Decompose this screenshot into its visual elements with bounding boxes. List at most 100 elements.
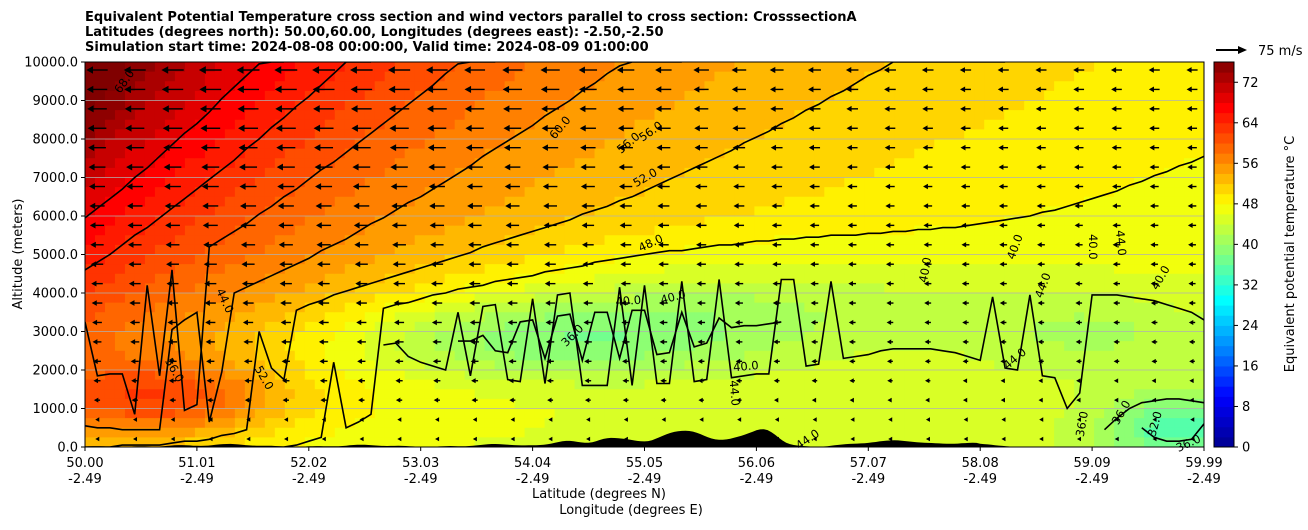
field-cell: [844, 226, 855, 236]
field-cell: [185, 274, 196, 284]
field-cell: [295, 418, 306, 428]
field-cell: [1004, 91, 1015, 101]
field-cell: [784, 149, 795, 159]
field-cell: [175, 274, 186, 284]
field-cell: [824, 158, 835, 168]
field-cell: [1094, 418, 1105, 428]
field-cell: [784, 370, 795, 380]
field-cell: [1164, 332, 1175, 342]
field-cell: [904, 197, 915, 207]
field-cell: [784, 264, 795, 274]
field-cell: [1014, 428, 1025, 438]
field-cell: [1104, 380, 1115, 390]
field-cell: [415, 139, 426, 149]
field-cell: [575, 110, 586, 120]
field-cell: [295, 360, 306, 370]
field-cell: [305, 149, 316, 159]
field-cell: [585, 110, 596, 120]
field-cell: [115, 206, 126, 216]
field-cell: [495, 360, 506, 370]
field-cell: [365, 303, 376, 313]
field-cell: [1164, 380, 1175, 390]
field-cell: [944, 110, 955, 120]
field-cell: [1054, 303, 1065, 313]
field-cell: [864, 139, 875, 149]
field-cell: [944, 158, 955, 168]
field-cell: [605, 168, 616, 178]
field-cell: [415, 62, 426, 72]
field-cell: [305, 235, 316, 245]
field-cell: [455, 235, 466, 245]
field-cell: [954, 245, 965, 255]
field-cell: [1124, 389, 1135, 399]
field-cell: [664, 322, 675, 332]
field-cell: [1174, 293, 1185, 303]
field-cell: [1134, 129, 1145, 139]
field-cell: [535, 245, 546, 255]
field-cell: [175, 91, 186, 101]
field-cell: [445, 380, 456, 390]
field-cell: [225, 206, 236, 216]
field-cell: [1104, 370, 1115, 380]
field-cell: [425, 72, 436, 82]
field-cell: [435, 129, 446, 139]
field-cell: [744, 101, 755, 111]
field-cell: [984, 91, 995, 101]
field-cell: [595, 129, 606, 139]
field-cell: [345, 312, 356, 322]
field-cell: [714, 101, 725, 111]
field-cell: [1154, 91, 1165, 101]
field-cell: [674, 206, 685, 216]
field-cell: [405, 360, 416, 370]
field-cell: [784, 389, 795, 399]
field-cell: [1194, 206, 1205, 216]
field-cell: [934, 351, 945, 361]
field-cell: [255, 255, 266, 265]
field-cell: [684, 399, 695, 409]
field-cell: [1164, 370, 1175, 380]
field-cell: [794, 418, 805, 428]
field-cell: [185, 216, 196, 226]
field-cell: [135, 332, 146, 342]
field-cell: [684, 129, 695, 139]
field-cell: [774, 72, 785, 82]
field-cell: [874, 216, 885, 226]
field-cell: [734, 226, 745, 236]
field-cell: [475, 274, 486, 284]
field-cell: [145, 255, 156, 265]
field-cell: [125, 206, 136, 216]
field-cell: [1164, 91, 1175, 101]
field-cell: [704, 360, 715, 370]
field-cell: [854, 360, 865, 370]
field-cell: [694, 91, 705, 101]
field-cell: [1164, 197, 1175, 207]
field-cell: [605, 206, 616, 216]
field-cell: [485, 380, 496, 390]
field-cell: [864, 62, 875, 72]
field-cell: [944, 235, 955, 245]
title-line-3: Simulation start time: 2024-08-08 00:00:…: [85, 40, 649, 55]
field-cell: [664, 312, 675, 322]
field-cell: [1084, 72, 1095, 82]
field-cell: [295, 206, 306, 216]
field-cell: [615, 418, 626, 428]
field-cell: [944, 332, 955, 342]
field-cell: [1124, 72, 1135, 82]
field-cell: [1174, 178, 1185, 188]
field-cell: [115, 264, 126, 274]
field-cell: [934, 216, 945, 226]
field-cell: [1154, 389, 1165, 399]
field-cell: [1094, 216, 1105, 226]
field-cell: [285, 129, 296, 139]
field-cell: [1174, 418, 1185, 428]
field-cell: [964, 428, 975, 438]
field-cell: [874, 187, 885, 197]
field-cell: [1194, 91, 1205, 101]
field-cell: [305, 312, 316, 322]
field-cell: [684, 62, 695, 72]
field-cell: [405, 303, 416, 313]
field-cell: [555, 351, 566, 361]
field-cell: [1064, 322, 1075, 332]
field-cell: [195, 206, 206, 216]
field-cell: [325, 322, 336, 332]
